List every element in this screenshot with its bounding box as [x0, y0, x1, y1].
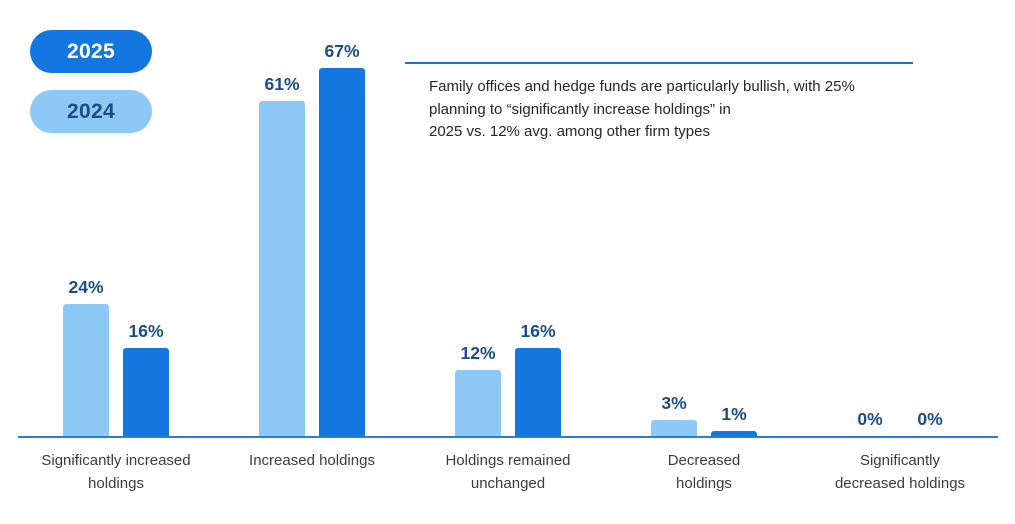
category-label: Decreased holdings: [667, 452, 741, 492]
bar-column-2024: 24%: [63, 277, 109, 436]
annotation: Family offices and hedge funds are parti…: [405, 62, 913, 144]
bar-column-2024: 3%: [651, 392, 697, 436]
category-label: Increased holdings: [249, 452, 375, 469]
bar-2025: [515, 348, 561, 436]
category-label: Significantly decreased holdings: [834, 452, 966, 492]
bar-2024: [63, 304, 109, 436]
bar-group: 3% 1%: [606, 392, 802, 436]
bar-value-label: 12%: [460, 343, 496, 363]
category-label: Holdings remained unchanged: [445, 452, 571, 492]
bar-value-label: 61%: [264, 73, 300, 94]
bar-group: 0% 0%: [802, 409, 998, 436]
bar-2024: [651, 419, 697, 436]
bar-value-label: 16%: [128, 321, 164, 341]
bar-2025: [319, 67, 365, 436]
annotation-text-line: planning to “significantly increase hold…: [429, 100, 731, 118]
annotation-text-line: 2025 vs. 12% avg. among other firm types: [429, 123, 710, 140]
bar-value-label: 0%: [857, 409, 883, 429]
bar-value-label: 1%: [721, 403, 747, 424]
bar-chart-plot: 24% 16% 61% 67% 12% 16% 3% 1% 0% 0%: [18, 36, 998, 438]
bar-column-2025: 1%: [711, 403, 757, 436]
bar-chart: 24% 16% 61% 67% 12% 16% 3% 1% 0% 0% Significantly…: [18, 36, 998, 495]
bar-2024: [259, 100, 305, 436]
bar-column-2025: 16%: [123, 321, 169, 436]
bar-column-2025: 16%: [515, 321, 561, 436]
legend-pill-2025: 2025: [30, 30, 152, 73]
bar-column-2024: 61%: [259, 73, 305, 436]
bar-2025: [711, 430, 757, 436]
category-label: Significantly increased holdings: [41, 452, 191, 492]
annotation-rule: [405, 62, 913, 64]
bar-column-2024: 0%: [847, 409, 893, 436]
bar-2024: [455, 370, 501, 436]
annotation-text-line: Family offices and hedge funds are parti…: [429, 78, 855, 95]
legend-pill-2024: 2024: [30, 90, 152, 133]
bar-group: 24% 16%: [18, 277, 214, 436]
bar-value-label: 3%: [661, 392, 687, 413]
bar-2025: [123, 348, 169, 436]
bar-value-label: 24%: [68, 277, 104, 297]
bar-value-label: 0%: [917, 409, 943, 429]
category-labels: Significantly increased holdings Increase…: [18, 450, 998, 495]
bar-column-2024: 12%: [455, 343, 501, 436]
bar-column-2025: 0%: [907, 409, 953, 436]
bar-group: 61% 67%: [214, 40, 410, 436]
bar-column-2025: 67%: [319, 40, 365, 436]
bar-group: 12% 16%: [410, 321, 606, 436]
chart-legend: 2025 2024: [30, 30, 152, 133]
bar-value-label: 16%: [520, 321, 556, 341]
bar-value-label: 67%: [324, 40, 360, 61]
